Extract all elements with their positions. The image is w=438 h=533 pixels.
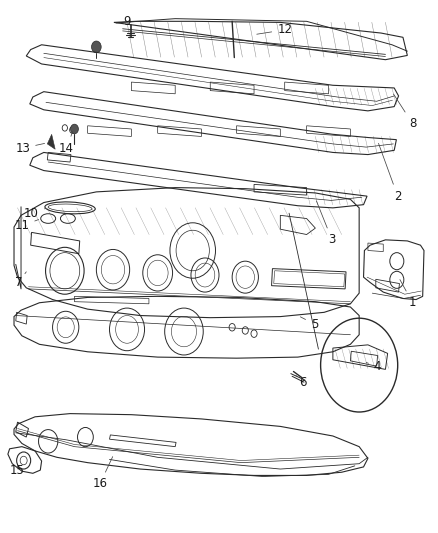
Text: 7: 7 (14, 272, 26, 289)
Text: 6: 6 (296, 375, 307, 389)
Circle shape (71, 124, 78, 134)
Text: 12: 12 (257, 23, 292, 36)
Text: 14: 14 (59, 132, 74, 155)
Text: 9: 9 (123, 15, 131, 32)
Text: 3: 3 (316, 201, 336, 246)
Text: 16: 16 (92, 457, 113, 490)
Text: 8: 8 (393, 94, 416, 130)
Text: 1: 1 (400, 280, 417, 309)
Text: 15: 15 (9, 464, 24, 477)
Text: 4: 4 (366, 360, 381, 373)
Text: 11: 11 (14, 220, 39, 232)
Polygon shape (47, 134, 55, 149)
Text: 5: 5 (300, 317, 318, 330)
Text: 2: 2 (378, 143, 402, 203)
Text: 10: 10 (24, 207, 45, 220)
Circle shape (92, 41, 101, 53)
Text: 13: 13 (15, 142, 45, 155)
